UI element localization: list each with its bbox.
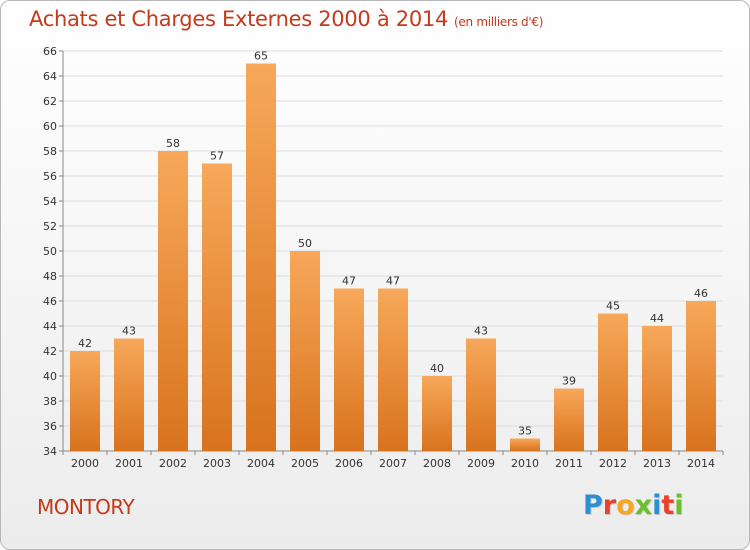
bar-2003 (202, 163, 232, 451)
logo-letter: i (652, 490, 662, 521)
y-tick-label: 64 (43, 70, 57, 83)
bar-2005 (290, 251, 320, 451)
y-tick-label: 66 (43, 45, 57, 58)
bar-2008 (422, 376, 452, 451)
x-tick-label-2009: 2009 (467, 457, 495, 470)
y-tick-label: 60 (43, 120, 57, 133)
y-tick-label: 58 (43, 145, 57, 158)
x-tick-label-2007: 2007 (379, 457, 407, 470)
bar-2013 (642, 326, 672, 451)
bar-2009 (466, 338, 496, 451)
logo-letter: t (661, 490, 675, 521)
chart-title: Achats et Charges Externes 2000 à 2014 (e… (29, 7, 543, 31)
chart-subtitle: (en milliers d'€) (454, 15, 544, 29)
x-tick-label-2006: 2006 (335, 457, 363, 470)
y-tick-label: 56 (43, 170, 57, 183)
x-tick-label-2012: 2012 (599, 457, 627, 470)
value-label-2005: 50 (298, 237, 312, 250)
logo-letter: i (674, 490, 684, 521)
x-tick-label-2010: 2010 (511, 457, 539, 470)
x-tick-label-2000: 2000 (71, 457, 99, 470)
value-label-2014: 46 (694, 287, 708, 300)
proxiti-logo[interactable]: Proxiti (583, 490, 684, 521)
bar-2012 (598, 313, 628, 451)
city-name: MONTORY (37, 495, 135, 519)
x-tick-label-2001: 2001 (115, 457, 143, 470)
y-tick-label: 44 (43, 320, 57, 333)
y-tick-label: 52 (43, 220, 57, 233)
bar-2001 (114, 338, 144, 451)
logo-letter: o (616, 490, 635, 521)
logo-letter: x (634, 490, 653, 521)
x-tick-label-2008: 2008 (423, 457, 451, 470)
value-label-2013: 44 (650, 312, 664, 325)
value-label-2004: 65 (254, 50, 268, 63)
y-tick-label: 46 (43, 295, 57, 308)
x-tick-label-2005: 2005 (291, 457, 319, 470)
y-tick-label: 50 (43, 245, 57, 258)
y-tick-label: 38 (43, 395, 57, 408)
value-label-2011: 39 (562, 375, 576, 388)
value-label-2008: 40 (430, 362, 444, 375)
bar-2004 (246, 63, 276, 451)
y-tick-label: 36 (43, 420, 57, 433)
bar-2011 (554, 388, 584, 451)
bar-2002 (158, 151, 188, 451)
bar-2000 (70, 351, 100, 451)
value-label-2010: 35 (518, 425, 532, 438)
y-tick-label: 54 (43, 195, 57, 208)
x-tick-label-2014: 2014 (687, 457, 715, 470)
logo-letter: P (583, 490, 603, 521)
value-label-2006: 47 (342, 275, 356, 288)
bar-2006 (334, 288, 364, 451)
y-tick-label: 42 (43, 345, 57, 358)
y-tick-label: 40 (43, 370, 57, 383)
y-tick-label: 34 (43, 445, 57, 458)
x-tick-label-2013: 2013 (643, 457, 671, 470)
value-label-2001: 43 (122, 325, 136, 338)
y-tick-label: 62 (43, 95, 57, 108)
value-label-2002: 58 (166, 137, 180, 150)
value-label-2007: 47 (386, 275, 400, 288)
value-label-2012: 45 (606, 300, 620, 313)
value-label-2003: 57 (210, 150, 224, 163)
bars (70, 63, 716, 451)
x-tick-label-2003: 2003 (203, 457, 231, 470)
value-label-2000: 42 (78, 337, 92, 350)
x-tick-label-2002: 2002 (159, 457, 187, 470)
value-label-2009: 43 (474, 325, 488, 338)
logo-letter: r (602, 490, 617, 521)
y-tick-label: 48 (43, 270, 57, 283)
bar-2007 (378, 288, 408, 451)
bar-2010 (510, 438, 540, 451)
chart-title-text: Achats et Charges Externes 2000 à 2014 (29, 7, 449, 31)
x-tick-label-2011: 2011 (555, 457, 583, 470)
x-tick-label-2004: 2004 (247, 457, 275, 470)
labels: 34 36 38 40 42 44 46 48 50 52 54 56 58 60 62 64 66 42 2000… (43, 45, 715, 470)
bar-2014 (686, 301, 716, 451)
